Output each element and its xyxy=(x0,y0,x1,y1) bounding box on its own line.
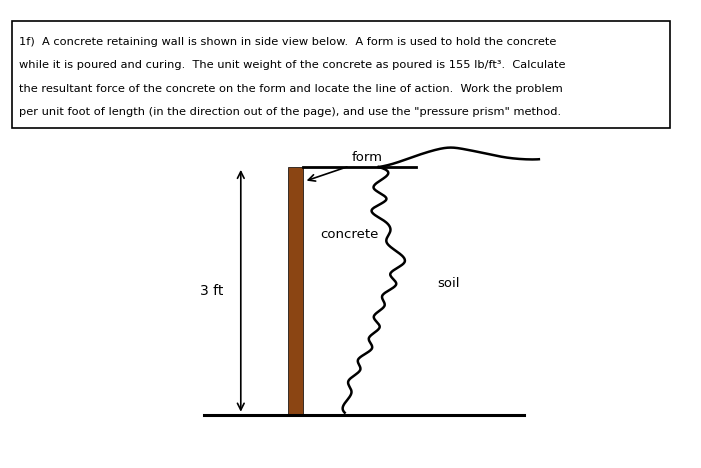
Text: while it is poured and curing.  The unit weight of the concrete as poured is 155: while it is poured and curing. The unit … xyxy=(20,60,566,70)
Text: per unit foot of length (in the direction out of the page), and use the "pressur: per unit foot of length (in the directio… xyxy=(20,107,562,117)
Text: form: form xyxy=(351,151,383,164)
Bar xyxy=(288,167,303,415)
Text: the resultant force of the concrete on the form and locate the line of action.  : the resultant force of the concrete on t… xyxy=(20,83,563,94)
Text: concrete: concrete xyxy=(320,228,379,241)
Text: 3 ft: 3 ft xyxy=(200,284,224,298)
FancyBboxPatch shape xyxy=(12,22,670,128)
Text: 1f)  A concrete retaining wall is shown in side view below.  A form is used to h: 1f) A concrete retaining wall is shown i… xyxy=(20,37,557,47)
Text: soil: soil xyxy=(437,277,459,290)
